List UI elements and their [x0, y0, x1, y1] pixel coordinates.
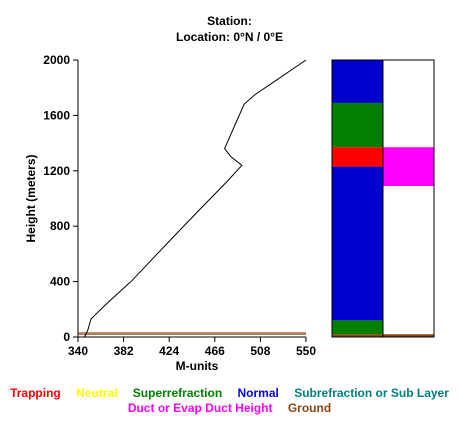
location-title: Location: 0°N / 0°E — [176, 30, 283, 44]
x-tick-label: 340 — [68, 344, 88, 358]
duct-column-border — [382, 59, 435, 338]
x-axis-label: M-units — [176, 359, 219, 373]
refraction-layer — [332, 60, 383, 103]
legend-subrefraction: Subrefraction or Sub Layer — [294, 386, 449, 400]
y-tick-label: 0 — [63, 330, 70, 344]
y-tick-label: 800 — [50, 219, 70, 233]
y-tick-label: 400 — [50, 275, 70, 289]
legend-row-2: Duct or Evap Duct Height Ground — [0, 401, 459, 415]
refraction-layer — [332, 166, 383, 321]
legend-ground: Ground — [287, 401, 332, 415]
x-tick-label: 382 — [114, 344, 134, 358]
refraction-layer — [332, 102, 383, 148]
x-tick-label: 550 — [296, 344, 316, 358]
legend-duct: Duct or Evap Duct Height — [127, 401, 273, 415]
refraction-layer — [332, 147, 383, 167]
duct-layer — [383, 334, 434, 337]
x-tick-label: 424 — [159, 344, 179, 358]
legend-row-1: Trapping Neutral Superrefraction Normal … — [0, 386, 459, 400]
y-tick-label: 2000 — [43, 53, 70, 67]
refraction-layer — [332, 320, 383, 335]
refraction-layer — [332, 334, 383, 337]
x-tick-label: 466 — [205, 344, 225, 358]
y-axis-label: Height (meters) — [24, 154, 38, 242]
m-unit-profile-line — [84, 59, 307, 338]
y-tick-label: 1600 — [43, 108, 70, 122]
duct-layer — [383, 147, 434, 187]
legend-superrefraction: Superrefraction — [132, 386, 223, 400]
y-tick-label: 1200 — [43, 164, 70, 178]
legend-trapping: Trapping — [10, 386, 61, 400]
station-title: Station: — [207, 14, 252, 28]
legend-neutral: Neutral — [76, 386, 118, 400]
x-tick-label: 508 — [250, 344, 270, 358]
legend-normal: Normal — [237, 386, 279, 400]
